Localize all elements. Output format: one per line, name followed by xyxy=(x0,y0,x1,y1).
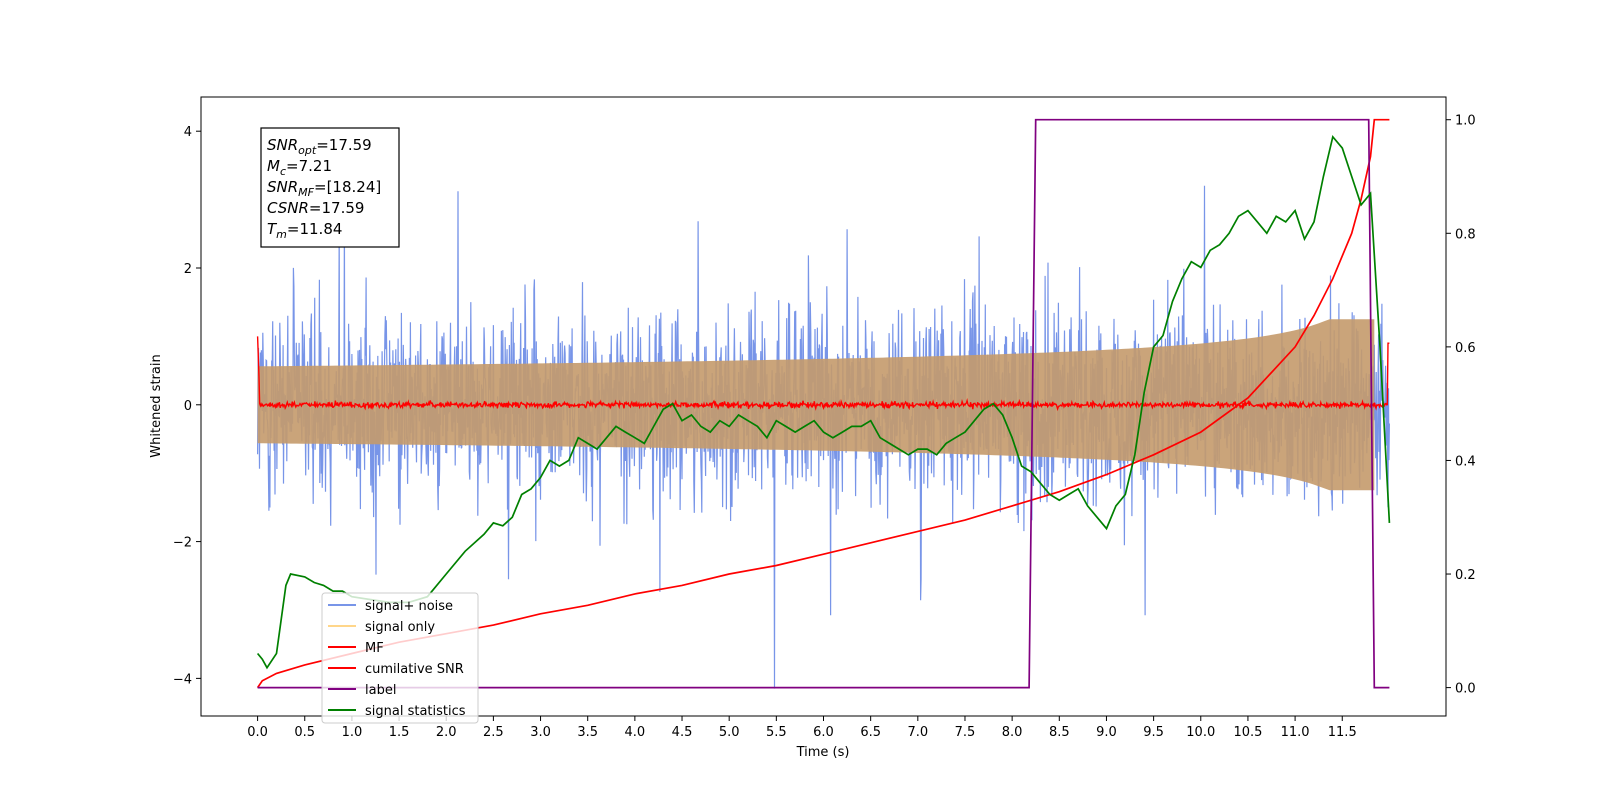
legend-label: MF xyxy=(365,641,384,656)
info-box-line: Tm=11.84 xyxy=(267,220,342,241)
x-axis-title: Time (s) xyxy=(796,745,850,760)
x-tick-label: 9.0 xyxy=(1096,725,1117,740)
x-tick-label: 3.5 xyxy=(577,725,598,740)
x-tick-label: 11.5 xyxy=(1328,725,1357,740)
y2-tick-label: 0.0 xyxy=(1455,682,1476,697)
y-tick-label: 4 xyxy=(184,125,192,140)
info-box-line: SNRMF=[18.24] xyxy=(267,178,381,199)
x-tick-label: 8.0 xyxy=(1002,725,1023,740)
y-tick-label: −2 xyxy=(173,536,192,551)
legend-label: label xyxy=(365,683,396,698)
legend-label: signal+ noise xyxy=(365,599,453,614)
x-tick-label: 3.0 xyxy=(530,725,551,740)
x-tick-label: 2.0 xyxy=(436,725,457,740)
x-tick-label: 11.0 xyxy=(1281,725,1310,740)
x-tick-label: 0.5 xyxy=(294,725,315,740)
x-tick-label: 8.5 xyxy=(1049,725,1070,740)
x-tick-label: 1.0 xyxy=(342,725,363,740)
y2-tick-label: 0.4 xyxy=(1455,454,1476,469)
info-box-line: Mc=7.21 xyxy=(267,157,332,178)
x-tick-label: 5.0 xyxy=(719,725,740,740)
x-tick-label: 9.5 xyxy=(1143,725,1164,740)
legend-label: cumilative SNR xyxy=(365,662,464,677)
axes-layer: 0.0 0.5 1.0 1.5 2.0 2.5 3.0 3.5 4.0 4.5 5.0 5.5 6.0 6… xyxy=(173,114,1476,740)
y-axis-title: Whitened strain xyxy=(149,354,164,457)
y2-tick-label: 1.0 xyxy=(1455,114,1476,129)
x-tick-label: 6.5 xyxy=(860,725,881,740)
info-box: SNRopt=17.59Mc=7.21SNRMF=[18.24]CSNR=17.… xyxy=(260,127,400,248)
y-tick-label: 0 xyxy=(184,399,192,414)
legend-label: signal statistics xyxy=(365,704,466,719)
x-tick-label: 1.5 xyxy=(389,725,410,740)
info-box-line: SNRopt=17.59 xyxy=(267,136,372,157)
legend-frame xyxy=(321,592,479,724)
y2-tick-label: 0.8 xyxy=(1455,227,1476,242)
info-box-frame xyxy=(260,127,400,248)
legend: signal+ noise signal only MF cumilative SNR… xyxy=(321,592,479,724)
y2-tick-label: 0.6 xyxy=(1455,341,1476,356)
x-tick-label: 10.5 xyxy=(1233,725,1262,740)
x-tick-label: 4.5 xyxy=(672,725,693,740)
x-tick-label: 6.0 xyxy=(813,725,834,740)
x-tick-label: 7.0 xyxy=(907,725,928,740)
x-tick-label: 0.0 xyxy=(247,725,268,740)
y2-tick-label: 0.2 xyxy=(1455,568,1476,583)
x-tick-label: 4.0 xyxy=(625,725,646,740)
y-tick-label: −4 xyxy=(173,672,192,687)
series-mf xyxy=(256,336,1390,412)
info-box-line: CSNR=17.59 xyxy=(267,199,364,217)
y-tick-label: 2 xyxy=(184,262,192,277)
legend-label: signal only xyxy=(365,620,435,635)
x-tick-label: 10.0 xyxy=(1186,725,1215,740)
x-tick-label: 5.5 xyxy=(766,725,787,740)
x-tick-label: 7.5 xyxy=(955,725,976,740)
series-label xyxy=(257,118,1390,689)
x-tick-label: 2.5 xyxy=(483,725,504,740)
series-signal-statistics xyxy=(256,134,1391,670)
